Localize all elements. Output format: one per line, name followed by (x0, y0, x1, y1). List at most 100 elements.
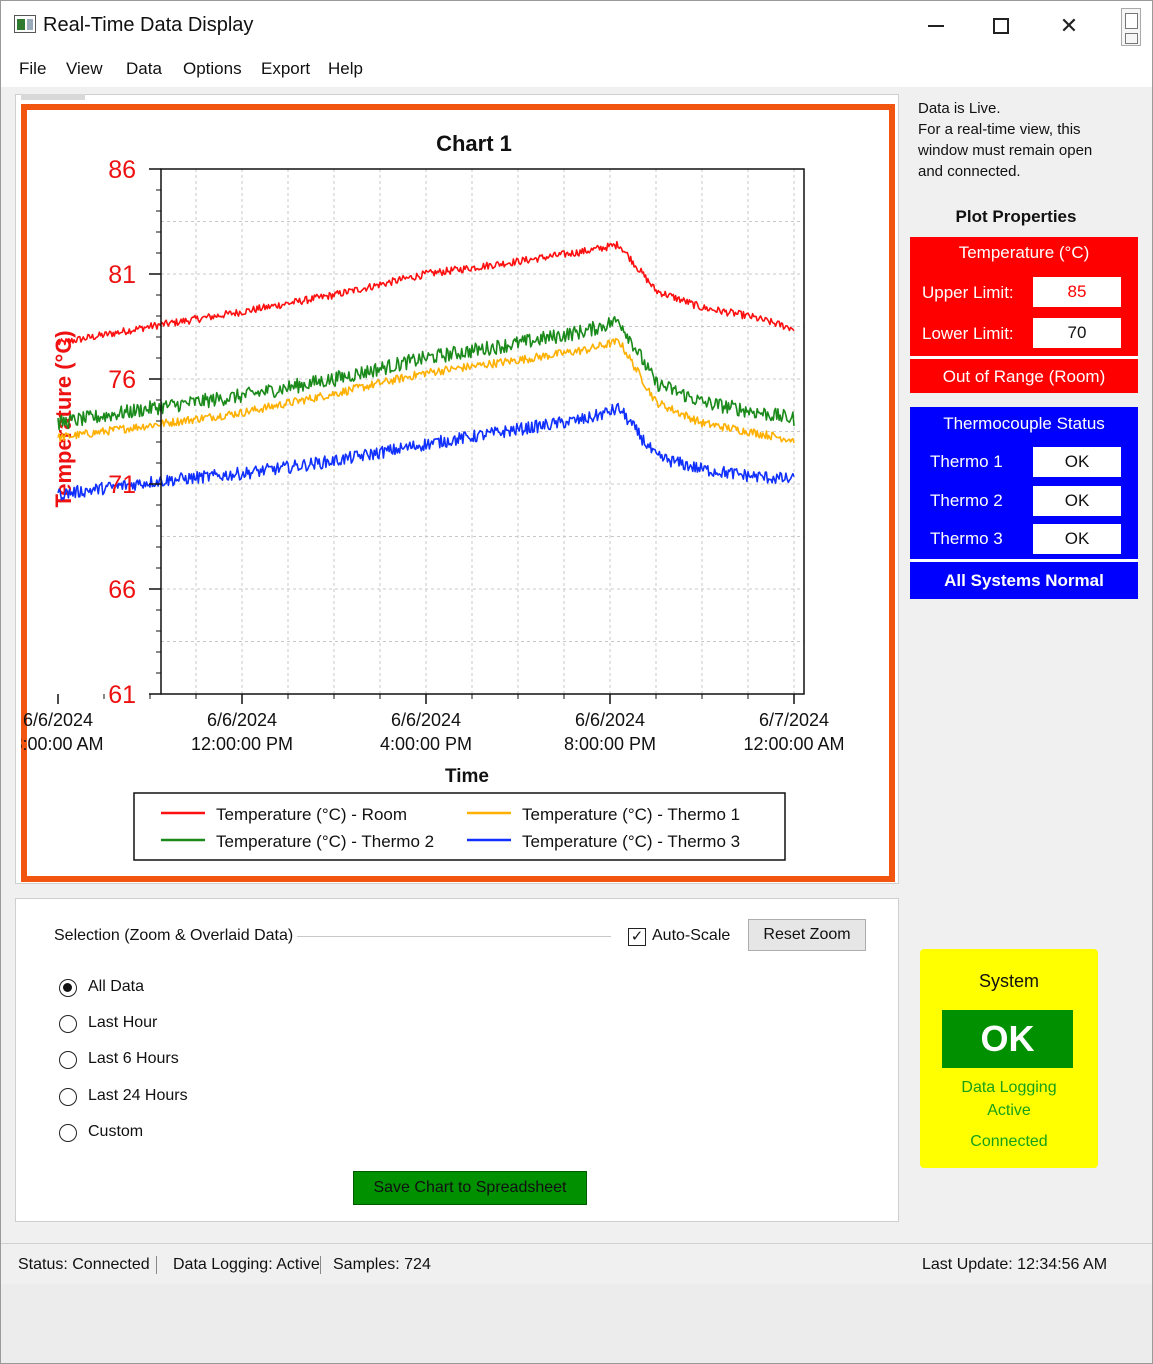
status-connection: Status: Connected (18, 1256, 150, 1273)
radio-last-24-hours[interactable] (59, 1088, 77, 1106)
series-line-1 (57, 240, 795, 346)
x-tick-label-date: 6/6/2024 (391, 710, 461, 730)
menu-export[interactable]: Export (261, 59, 311, 78)
upper-limit-label: Upper Limit: (922, 283, 1014, 302)
system-title: System (978, 971, 1039, 991)
x-ticks: 6/6/2024 8:00:00 AM 6/6/2024 12:00:00 PM 6/6… (21, 694, 845, 754)
title-bar: Real-Time Data Display ✕ (1, 1, 1152, 51)
out-of-range-status: Out of Range (Room) (942, 367, 1106, 386)
y-tick-label: 86 (108, 156, 136, 184)
selection-groupbox (15, 898, 899, 1222)
x-tick-label-date: 6/6/2024 (23, 710, 93, 730)
thermo-2-status: OK (1033, 486, 1121, 516)
all-systems-status: All Systems Normal (944, 571, 1104, 590)
x-tick-label-date: 6/6/2024 (575, 710, 645, 730)
radio-all-data-label[interactable]: All Data (88, 978, 145, 995)
temperature-panel-divider (910, 356, 1138, 359)
chart-frame (21, 104, 895, 882)
plot-properties-title: Plot Properties (955, 207, 1077, 226)
thermo-3-label: Thermo 3 (930, 529, 1003, 548)
plot-area-border (160, 168, 805, 695)
menu-file[interactable]: File (19, 59, 47, 78)
radio-last-hour[interactable] (59, 1015, 77, 1033)
reset-zoom-button[interactable]: Reset Zoom (748, 919, 866, 951)
status-samples: Samples: 724 (333, 1256, 431, 1273)
x-axis-label: Time (445, 766, 489, 787)
app-window-icon (14, 15, 36, 33)
auto-scale-label[interactable]: Auto-Scale (652, 927, 731, 944)
radio-last-6-hours-label[interactable]: Last 6 Hours (88, 1050, 179, 1067)
chart-tab-handle (21, 94, 85, 100)
radio-custom[interactable] (59, 1124, 77, 1142)
close-icon: ✕ (1059, 13, 1079, 38)
radio-last-6-hours[interactable] (59, 1051, 77, 1069)
radio-last-hour-label[interactable]: Last Hour (88, 1014, 158, 1031)
auto-scale-checkbox[interactable]: ✓ (628, 928, 646, 946)
radio-custom-label[interactable]: Custom (88, 1123, 144, 1140)
system-connection-status: Connected (970, 1133, 1048, 1150)
x-tick-label-time: 8:00:00 AM (21, 734, 104, 754)
legend-label: Temperature (°C) - Thermo 2 (216, 832, 434, 851)
y-tick-label: 61 (108, 681, 136, 709)
thermocouple-panel-divider (910, 559, 1138, 562)
menu-data[interactable]: Data (126, 59, 162, 78)
thermocouple-status-panel: Thermocouple Status Thermo 1 OK Thermo 2… (910, 407, 1138, 599)
y-tick-label: 76 (108, 366, 136, 394)
maximize-button[interactable] (971, 9, 1031, 43)
y-tick-label: 71 (108, 471, 136, 499)
window-bottom-area (1, 1284, 1152, 1363)
save-chart-button[interactable]: Save Chart to Spreadsheet (353, 1171, 587, 1205)
close-button[interactable]: ✕ (1039, 9, 1099, 43)
legend-label: Temperature (°C) - Thermo 3 (522, 832, 740, 851)
selection-title: Selection (Zoom & Overlaid Data) (54, 927, 294, 945)
x-tick-label-date: 6/7/2024 (759, 710, 829, 730)
x-tick-label-date: 6/6/2024 (207, 710, 277, 730)
chart-series (57, 240, 795, 501)
legend-label: Temperature (°C) - Thermo 1 (522, 805, 740, 824)
x-tick-label-time: 4:00:00 PM (380, 734, 472, 754)
y-tick-label: 81 (108, 261, 136, 289)
live-info-line1: Data is Live. (918, 100, 1001, 117)
status-logging: Data Logging: Active (173, 1256, 320, 1273)
live-info-line2: For a real-time view, this (918, 121, 1081, 138)
status-separator (156, 1256, 157, 1274)
status-bar: Status: Connected Data Logging: Active S… (1, 1243, 1152, 1283)
temperature-panel-header: Temperature (°C) (958, 243, 1090, 262)
thermo-1-status: OK (1033, 447, 1121, 477)
status-separator (320, 1256, 321, 1274)
temperature-chart[interactable]: Chart 1 Temperature (°C) Time 6166717681… (21, 104, 895, 882)
legend-label: Temperature (°C) - Room (216, 805, 407, 824)
checkmark-icon: ✓ (630, 928, 644, 945)
live-info-line4: and connected. (918, 163, 1021, 180)
legend-box (133, 792, 786, 861)
radio-all-data[interactable] (59, 979, 77, 997)
thermo-1-label: Thermo 1 (930, 452, 1003, 471)
menu-options[interactable]: Options (183, 59, 242, 78)
minimize-icon (928, 25, 944, 27)
radio-last-24-hours-label[interactable]: Last 24 Hours (88, 1087, 188, 1104)
maximize-icon (993, 18, 1009, 34)
thermocouple-panel-header: Thermocouple Status (943, 414, 1105, 433)
x-tick-label-time: 8:00:00 PM (564, 734, 656, 754)
live-info-line3: window must remain open (918, 142, 1093, 159)
y-tick-label: 66 (108, 576, 136, 604)
lower-limit-field[interactable]: 70 (1033, 318, 1121, 348)
menu-bar: File View Data Options Export Help (1, 51, 1152, 87)
series-line-4 (57, 402, 795, 501)
menu-view[interactable]: View (66, 59, 103, 78)
x-tick-label-time: 12:00:00 AM (743, 734, 844, 754)
chart-legend: Temperature (°C) - Room Temperature (°C) … (133, 792, 786, 861)
thermo-3-status: OK (1033, 524, 1121, 554)
thermo-2-label: Thermo 2 (930, 491, 1003, 510)
menu-help[interactable]: Help (328, 59, 363, 78)
minimize-button[interactable] (906, 9, 966, 43)
system-logging-line1: Data Logging (961, 1079, 1057, 1096)
document-icon[interactable] (1121, 8, 1141, 46)
lower-limit-label: Lower Limit: (922, 324, 1014, 343)
system-ok-badge: OK (942, 1010, 1073, 1068)
system-logging-line2: Active (987, 1102, 1031, 1119)
live-info: Data is Live. For a real-time view, this… (918, 98, 1138, 182)
chart-title: Chart 1 (436, 131, 512, 156)
upper-limit-field[interactable]: 85 (1033, 277, 1121, 307)
